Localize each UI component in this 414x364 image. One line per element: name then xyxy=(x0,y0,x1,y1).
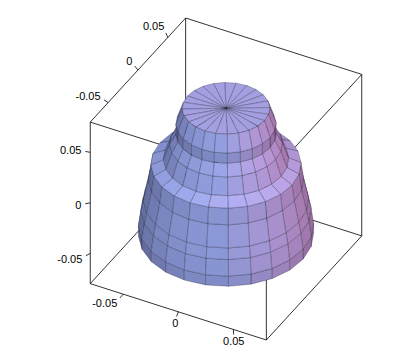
surface-patch xyxy=(206,247,228,260)
tick-label: 0.05 xyxy=(60,144,81,156)
surface-patch xyxy=(226,101,270,108)
surface-patch xyxy=(206,258,229,276)
box xyxy=(90,18,361,340)
surface-patch xyxy=(227,152,240,163)
surface-patch xyxy=(226,108,238,134)
surface-patch xyxy=(228,246,250,260)
tick-label: 0 xyxy=(126,55,132,67)
box-edge xyxy=(266,74,361,178)
surface-patch xyxy=(228,194,248,208)
tick-mark xyxy=(135,66,138,70)
box-edge xyxy=(90,284,266,340)
surface-patch xyxy=(209,195,229,208)
surface-patch xyxy=(227,133,240,153)
surface-patch xyxy=(202,131,216,152)
surface-patch xyxy=(242,172,259,194)
surface-patch xyxy=(206,275,229,287)
surface-patch xyxy=(228,206,248,224)
chart: -0.05 0 0.05 -0.05 0 0.05 -0.05 0 0.05 xyxy=(0,0,414,364)
surface-patch xyxy=(238,130,252,151)
surface-patch xyxy=(213,162,228,177)
tick-label: -0.05 xyxy=(76,90,101,102)
surface-patch xyxy=(228,258,251,277)
surface-patch xyxy=(227,162,242,177)
surface-patch xyxy=(214,134,227,154)
tick-label: 0.05 xyxy=(143,20,164,32)
surface-patch xyxy=(228,223,249,248)
tick-mark xyxy=(86,253,90,255)
tick-label: 0 xyxy=(75,199,81,211)
surface-patch xyxy=(228,176,244,196)
box-edge xyxy=(361,74,362,236)
axes: -0.05 0 0.05 -0.05 0 0.05 -0.05 0 0.05 xyxy=(57,20,244,347)
surface-patch xyxy=(196,173,213,195)
box-edge xyxy=(266,236,361,340)
surface-patch xyxy=(216,108,227,134)
tick-label: 0 xyxy=(172,317,178,329)
tick-mark xyxy=(166,33,168,38)
tick-mark xyxy=(233,329,234,334)
tick-mark xyxy=(104,100,108,103)
box-edge xyxy=(186,18,362,74)
surface-patch xyxy=(211,176,227,196)
surface-patch xyxy=(208,207,228,225)
tick-mark xyxy=(177,312,179,317)
surface-patch xyxy=(214,152,227,163)
tick-label: -0.05 xyxy=(57,253,82,265)
tick-label: 0.05 xyxy=(223,335,244,347)
surface-patch xyxy=(187,219,208,246)
surface-patch xyxy=(182,102,226,109)
surface-patch xyxy=(207,224,228,248)
tick-mark xyxy=(85,202,90,204)
surface xyxy=(138,82,313,286)
tick-mark xyxy=(120,294,123,298)
box-edge xyxy=(90,18,185,122)
tick-mark xyxy=(85,151,90,153)
tick-label: -0.05 xyxy=(92,297,117,309)
